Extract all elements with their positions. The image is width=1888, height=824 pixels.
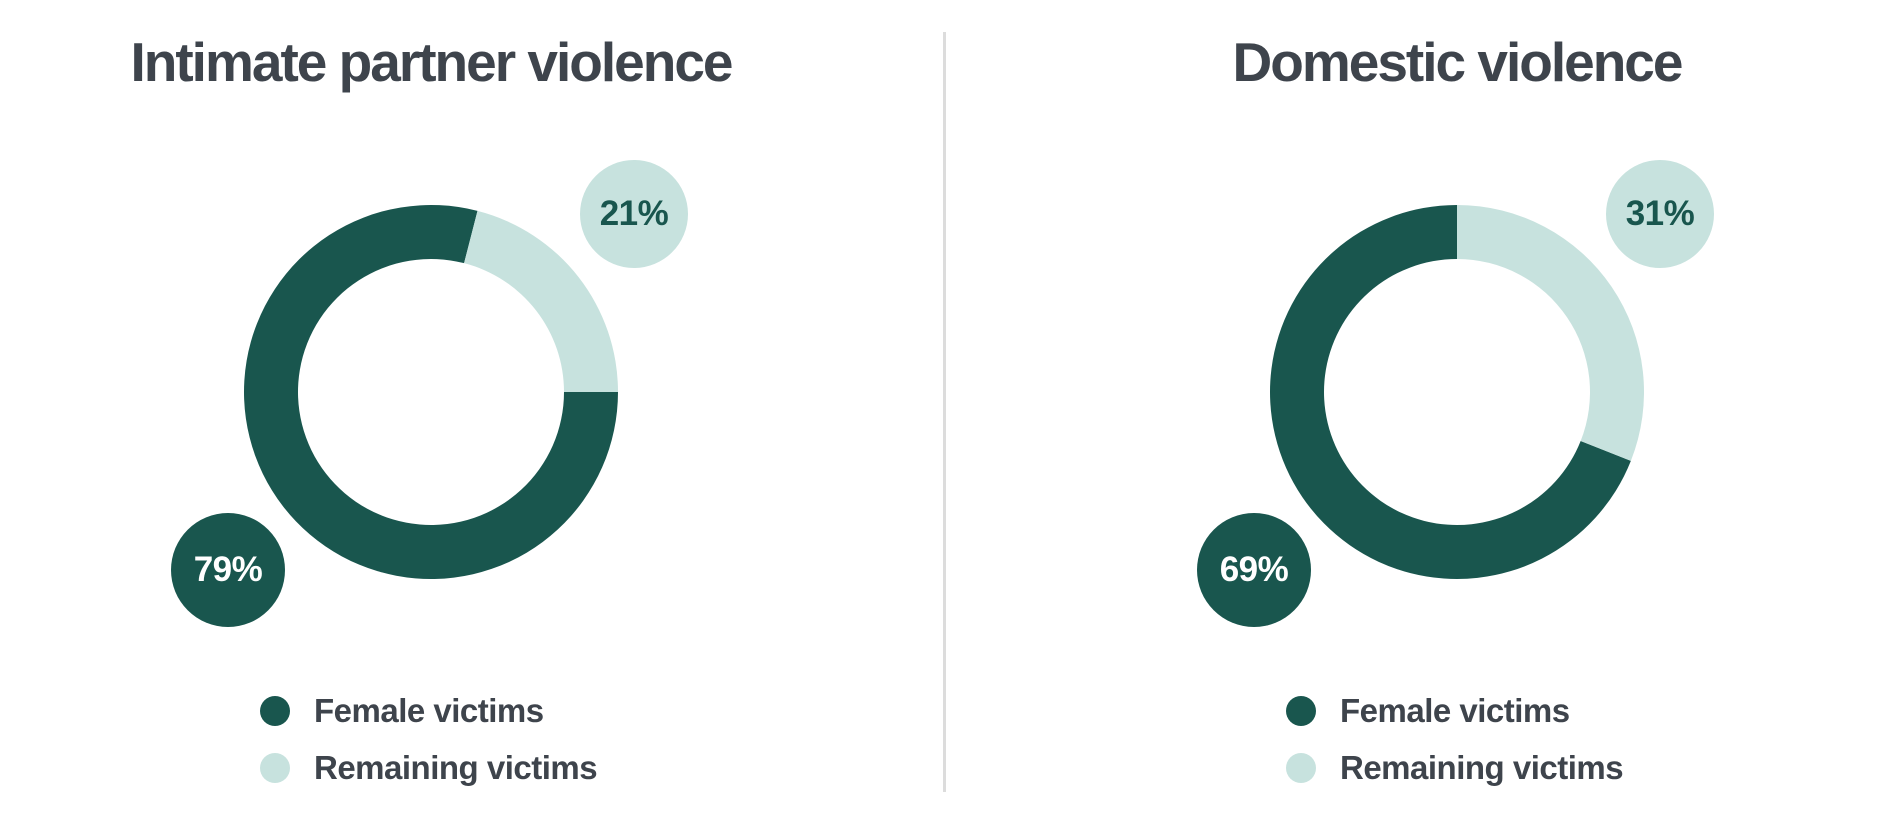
remaining-victims-badge: 31% xyxy=(1606,160,1714,268)
donut-chart xyxy=(244,204,618,579)
legend-swatch-female-icon xyxy=(260,696,290,726)
legend-label-female: Female victims xyxy=(314,692,544,729)
legend-label-remaining: Remaining victims xyxy=(314,749,598,786)
remaining-victims-badge: 21% xyxy=(580,160,688,268)
chart-panel-intimate-partner-violence: Intimate partner violence 21% 79% Female… xyxy=(51,0,811,824)
legend-swatch-remaining-icon xyxy=(260,753,290,783)
slice-female-victims xyxy=(1270,205,1631,579)
panel-divider xyxy=(943,32,946,792)
female-victims-badge: 69% xyxy=(1197,513,1311,627)
legend-item-female-victims: Female victims xyxy=(1286,692,1623,729)
legend-swatch-female-icon xyxy=(1286,696,1316,726)
slice-remaining-victims xyxy=(464,210,618,392)
legend: Female victims Remaining victims xyxy=(260,692,598,786)
female-victims-value: 69% xyxy=(1219,550,1289,589)
chart-panel-domestic-violence: Domestic violence 31% 69% Female victims… xyxy=(1077,0,1837,824)
legend: Female victims Remaining victims xyxy=(1286,692,1624,786)
female-victims-badge: 79% xyxy=(171,513,285,627)
legend-label-female: Female victims xyxy=(1340,692,1570,729)
legend-item-female-victims: Female victims xyxy=(260,692,597,729)
legend-swatch-remaining-icon xyxy=(1286,753,1316,783)
page-title: Domestic violence xyxy=(1232,31,1684,93)
page-title: Intimate partner violence xyxy=(130,31,733,93)
legend-item-remaining-victims: Remaining victims xyxy=(1286,749,1624,786)
female-victims-value: 79% xyxy=(193,550,263,589)
slice-remaining-victims xyxy=(1457,205,1645,461)
remaining-victims-value: 31% xyxy=(1625,194,1695,233)
legend-label-remaining: Remaining victims xyxy=(1340,749,1624,786)
donut-chart xyxy=(1270,205,1645,579)
legend-item-remaining-victims: Remaining victims xyxy=(260,749,598,786)
remaining-victims-value: 21% xyxy=(599,194,669,233)
